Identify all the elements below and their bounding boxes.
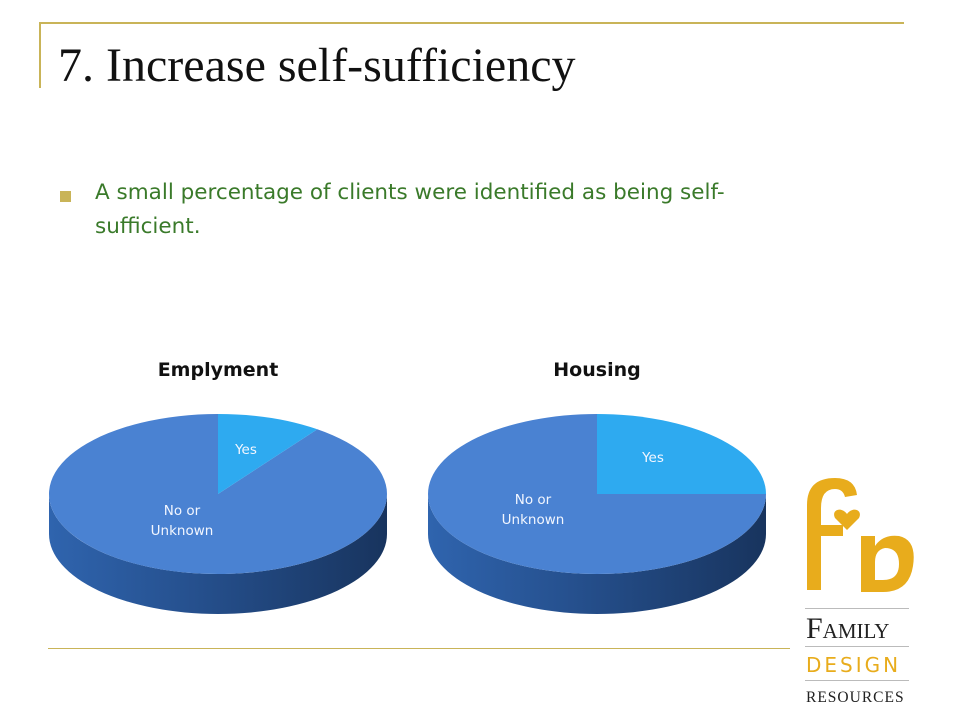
family-design-resources-logo: Family DESIGN RESOURCES — [805, 478, 914, 706]
pie-side-wall — [428, 494, 766, 614]
slice-label-no-or-unknown: No or Unknown — [151, 503, 214, 539]
logo-word-design: DESIGN — [806, 653, 901, 677]
slice-label-no-or-unknown: No or Unknown — [502, 492, 565, 528]
bullet-item: A small percentage of clients were ident… — [60, 176, 740, 244]
square-bullet-icon — [60, 191, 71, 202]
slice-label-yes: Yes — [641, 450, 664, 466]
pie-slice-yes — [218, 414, 318, 494]
logo-heart-icon — [834, 509, 860, 530]
chart-title: Housing — [553, 359, 640, 381]
slide-title: 7. Increase self-sufficiency — [58, 39, 576, 92]
pie-chart-1: Emplyment Yes No or Unknown — [49, 359, 388, 614]
bullet-list: A small percentage of clients were ident… — [60, 176, 740, 244]
pie-side-wall — [49, 494, 387, 614]
logo-d-letter — [861, 535, 914, 592]
frame-top-line — [40, 22, 904, 24]
logo-word-family: Family — [806, 612, 889, 645]
slice-label-yes: Yes — [234, 442, 257, 458]
bottom-rule — [48, 648, 790, 649]
chart-title: Emplyment — [158, 359, 279, 381]
pie-slice-yes — [597, 414, 766, 494]
pie-slice-no-or-unknown — [49, 414, 388, 575]
bullet-text: A small percentage of clients were ident… — [95, 180, 725, 239]
pie-chart-2: Housing Yes No or Unknown — [428, 359, 766, 614]
frame-left-line — [39, 22, 41, 88]
logo-word-resources: RESOURCES — [806, 689, 905, 706]
logo-f-letter — [807, 478, 857, 590]
